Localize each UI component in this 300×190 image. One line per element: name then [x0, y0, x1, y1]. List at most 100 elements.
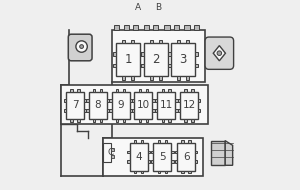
- Bar: [116, 119, 118, 122]
- Bar: [134, 171, 136, 173]
- Text: C: C: [108, 148, 114, 158]
- Bar: [164, 25, 170, 30]
- Bar: [100, 89, 102, 92]
- FancyBboxPatch shape: [205, 37, 234, 69]
- Bar: [168, 52, 171, 56]
- Bar: [158, 140, 160, 143]
- Text: 12: 12: [182, 101, 196, 110]
- Bar: [186, 40, 189, 43]
- Bar: [111, 148, 113, 151]
- Text: 11: 11: [160, 101, 173, 110]
- Bar: [165, 140, 167, 143]
- Bar: [66, 92, 84, 119]
- Bar: [168, 64, 171, 67]
- Bar: [161, 89, 164, 92]
- Bar: [155, 109, 157, 112]
- Bar: [112, 30, 205, 82]
- Bar: [150, 76, 153, 80]
- Bar: [141, 64, 144, 67]
- Bar: [158, 171, 160, 173]
- Bar: [61, 86, 208, 124]
- Bar: [184, 119, 187, 122]
- Bar: [113, 64, 116, 67]
- Bar: [131, 76, 134, 80]
- Bar: [152, 99, 155, 102]
- Bar: [100, 119, 102, 122]
- Bar: [198, 99, 200, 102]
- Bar: [127, 160, 130, 163]
- Bar: [150, 40, 153, 43]
- Bar: [133, 25, 138, 30]
- Bar: [141, 171, 143, 173]
- Bar: [86, 109, 89, 112]
- Bar: [175, 150, 177, 153]
- Bar: [139, 119, 141, 122]
- Bar: [151, 150, 153, 153]
- Bar: [168, 89, 171, 92]
- Bar: [123, 89, 125, 92]
- Bar: [195, 160, 197, 163]
- Bar: [195, 52, 198, 56]
- Bar: [140, 64, 143, 67]
- Text: 5: 5: [159, 152, 166, 162]
- Bar: [86, 99, 89, 102]
- Text: 8: 8: [94, 101, 101, 110]
- Text: 2: 2: [152, 53, 160, 66]
- Bar: [182, 140, 184, 143]
- Bar: [177, 76, 180, 80]
- Bar: [195, 64, 198, 67]
- Bar: [168, 64, 171, 67]
- FancyBboxPatch shape: [68, 34, 92, 61]
- Bar: [184, 89, 187, 92]
- Bar: [130, 109, 132, 112]
- Bar: [89, 92, 107, 119]
- Polygon shape: [213, 46, 225, 61]
- Text: 4: 4: [135, 152, 142, 162]
- Text: A: A: [135, 3, 141, 12]
- Bar: [70, 89, 73, 92]
- Bar: [148, 160, 150, 163]
- Bar: [122, 76, 125, 80]
- Bar: [139, 89, 141, 92]
- Bar: [155, 99, 157, 102]
- Bar: [191, 119, 194, 122]
- Bar: [131, 40, 134, 43]
- Bar: [113, 52, 116, 56]
- Bar: [177, 143, 195, 171]
- Bar: [114, 25, 119, 30]
- Bar: [109, 99, 112, 102]
- Text: 1: 1: [124, 53, 132, 66]
- Bar: [159, 76, 162, 80]
- Bar: [112, 92, 130, 119]
- Text: 9: 9: [117, 101, 124, 110]
- Bar: [152, 109, 155, 112]
- Bar: [186, 76, 189, 80]
- Bar: [194, 25, 199, 30]
- Bar: [165, 171, 167, 173]
- Bar: [146, 119, 148, 122]
- Bar: [151, 160, 153, 163]
- Bar: [132, 99, 134, 102]
- Text: 3: 3: [180, 53, 187, 66]
- Bar: [132, 109, 134, 112]
- Bar: [144, 43, 168, 76]
- Bar: [175, 99, 178, 102]
- Circle shape: [76, 41, 87, 52]
- Bar: [191, 89, 194, 92]
- Bar: [171, 160, 174, 163]
- Bar: [111, 155, 113, 158]
- Bar: [109, 109, 112, 112]
- Bar: [127, 150, 130, 153]
- Bar: [134, 140, 136, 143]
- Bar: [184, 25, 190, 30]
- Bar: [107, 109, 109, 112]
- Bar: [171, 150, 174, 153]
- Bar: [93, 89, 95, 92]
- Text: 10: 10: [137, 101, 150, 110]
- Bar: [64, 109, 66, 112]
- Bar: [107, 99, 109, 102]
- Bar: [77, 119, 80, 122]
- Bar: [188, 140, 191, 143]
- Bar: [175, 109, 178, 112]
- Bar: [141, 52, 144, 56]
